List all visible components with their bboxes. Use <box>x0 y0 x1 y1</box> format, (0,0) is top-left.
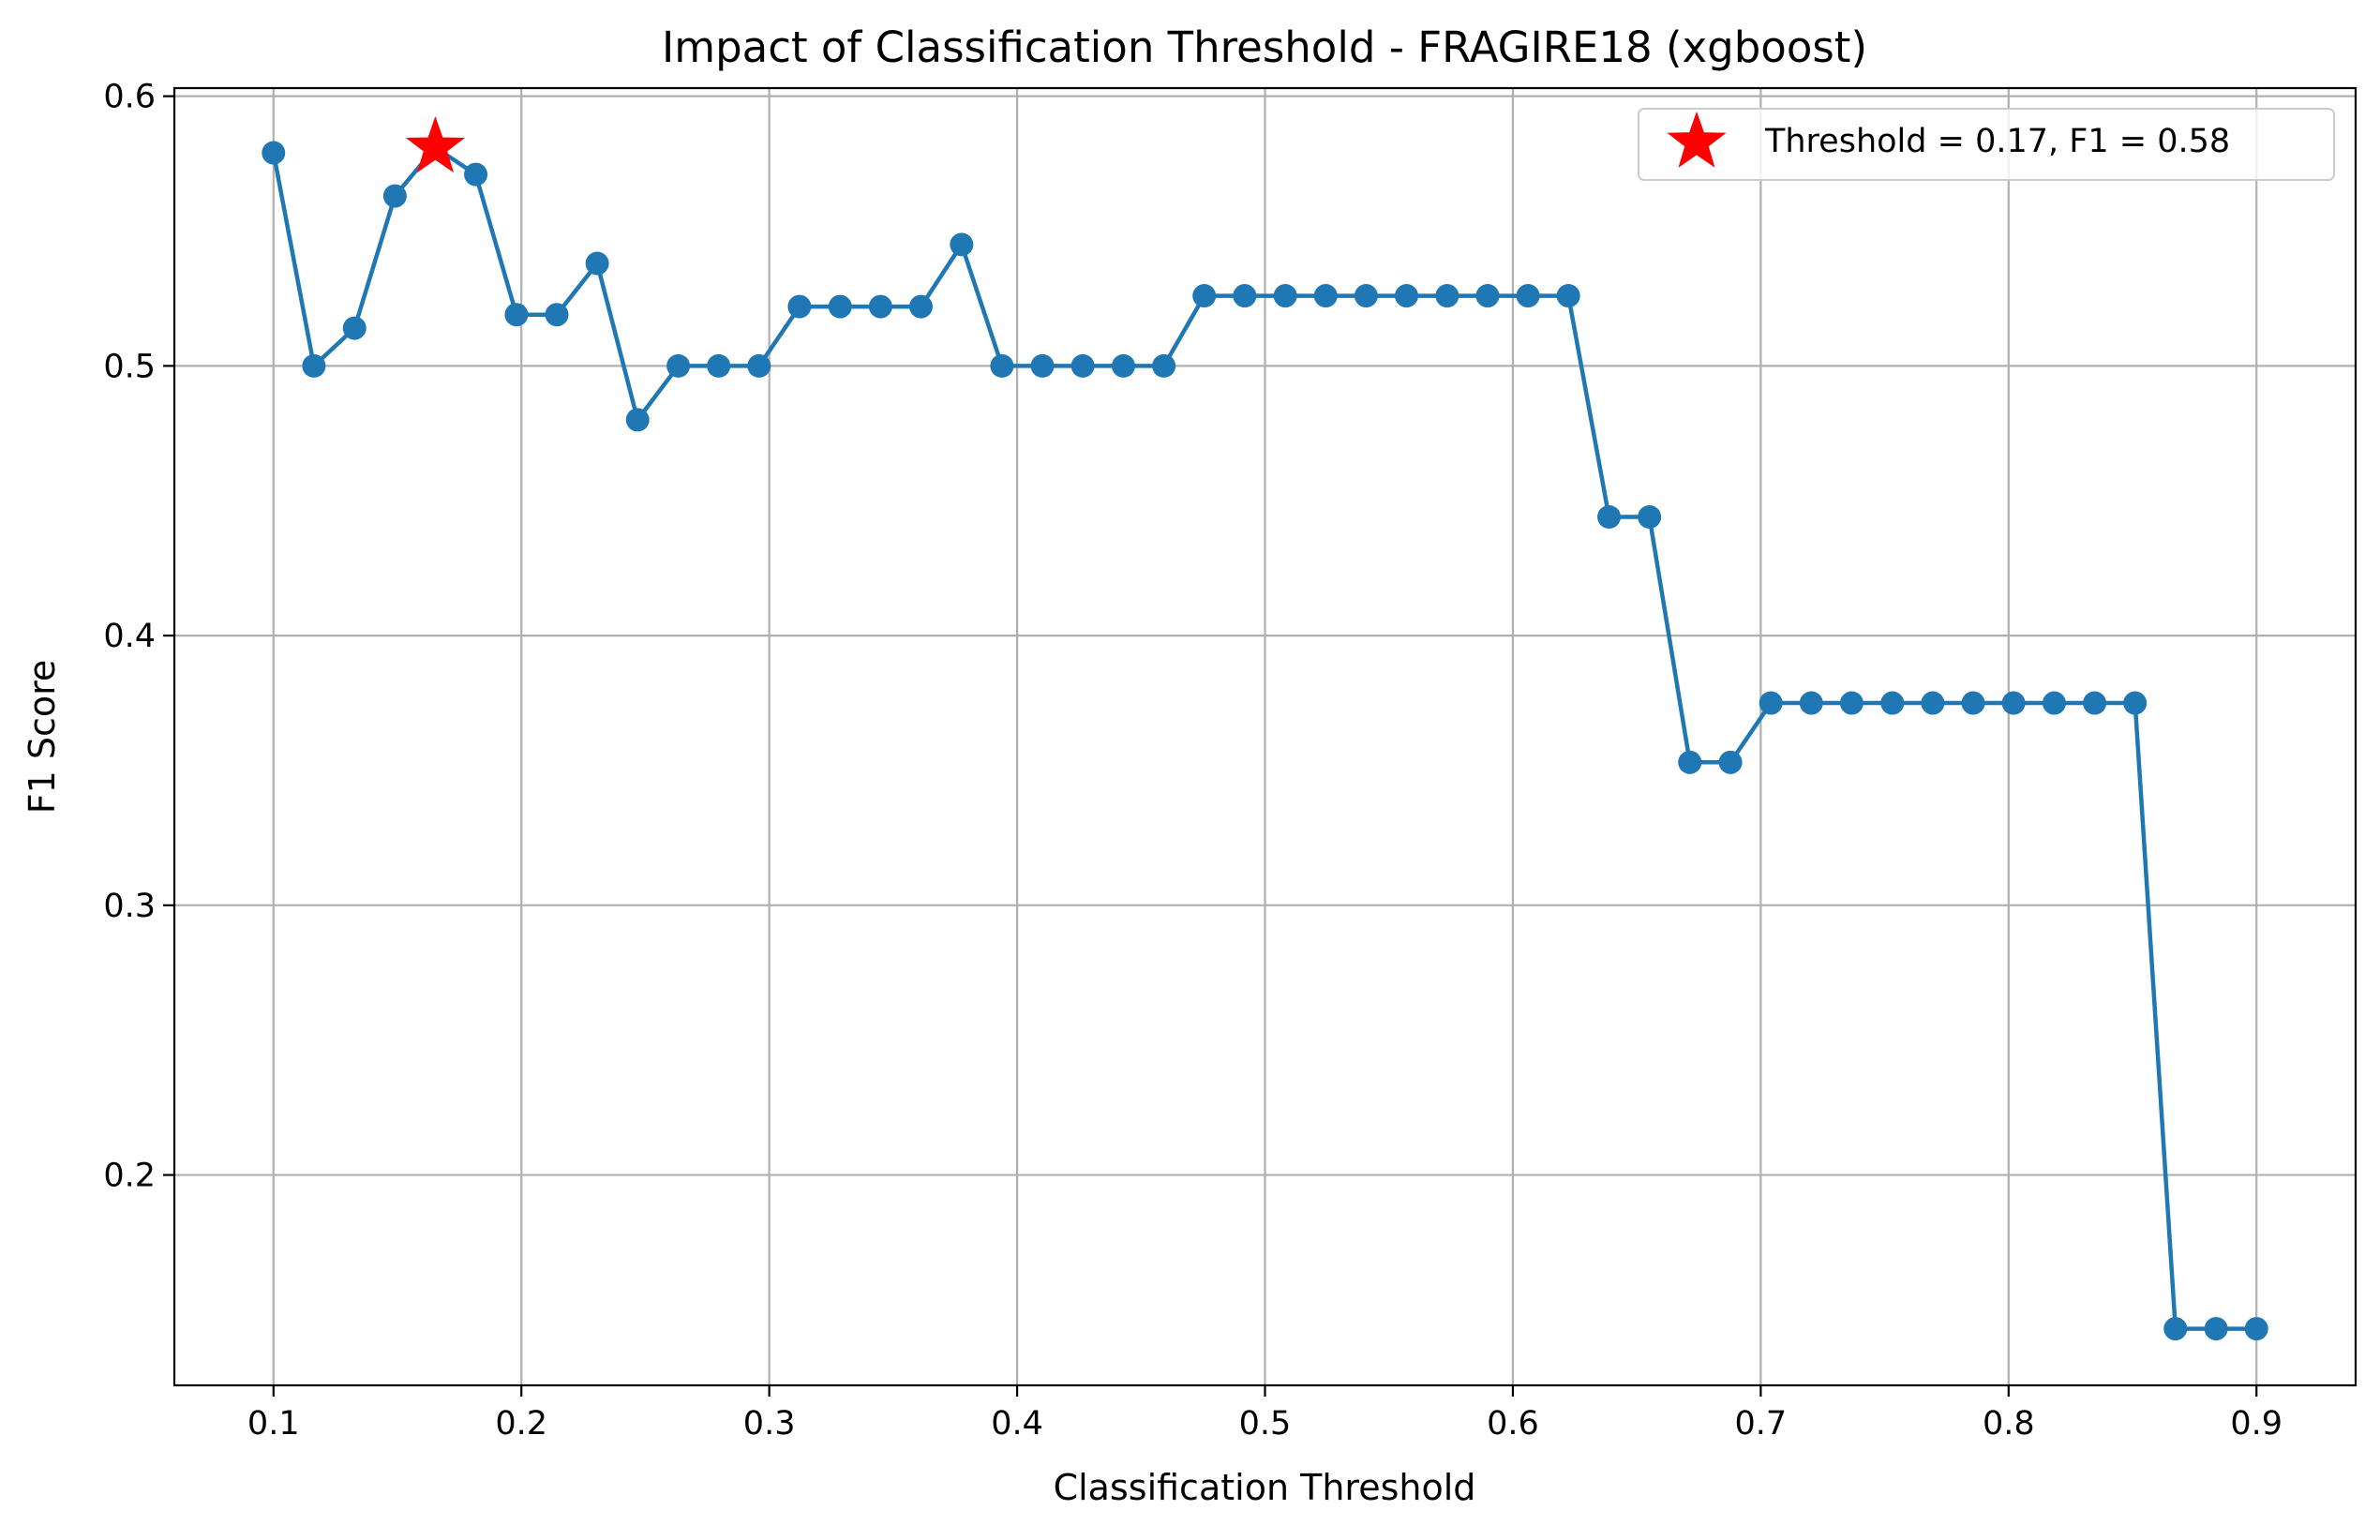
data-point <box>2204 1317 2228 1341</box>
data-point <box>1638 504 1662 529</box>
x-tick-label: 0.8 <box>1983 1405 2035 1443</box>
data-point <box>787 294 812 319</box>
data-point <box>2042 691 2066 715</box>
data-point <box>868 294 892 319</box>
data-point <box>1112 353 1136 378</box>
data-point <box>545 303 569 327</box>
y-tick-label: 0.3 <box>103 888 156 925</box>
legend-label: Threshold = 0.17, F1 = 0.58 <box>1764 123 2230 160</box>
x-axis-title: Classification Threshold <box>1054 1467 1476 1508</box>
data-point <box>1354 284 1378 308</box>
x-tick-label: 0.9 <box>2230 1405 2283 1443</box>
data-point <box>1152 353 1176 378</box>
data-point <box>1839 691 1864 715</box>
data-point <box>1678 750 1702 774</box>
data-point <box>1273 284 1297 308</box>
chart-title: Impact of Classification Threshold - FRA… <box>662 22 1867 72</box>
data-point <box>950 232 974 257</box>
data-point <box>666 353 691 378</box>
data-point <box>707 353 731 378</box>
data-point <box>1516 284 1540 308</box>
legend-box <box>1638 108 2335 181</box>
data-point <box>1880 691 1905 715</box>
data-point <box>262 141 286 165</box>
data-point <box>1435 284 1459 308</box>
x-tick-label: 0.7 <box>1735 1405 1788 1443</box>
data-point <box>342 316 367 340</box>
data-point <box>2123 691 2148 715</box>
data-point <box>1070 353 1095 378</box>
y-tick-label: 0.6 <box>103 79 156 116</box>
data-point <box>1799 691 1823 715</box>
data-point <box>1718 750 1743 774</box>
data-point <box>2083 691 2107 715</box>
y-tick-label: 0.5 <box>103 348 156 385</box>
legend-star-icon <box>1667 111 1727 168</box>
data-point <box>1475 284 1500 308</box>
data-point <box>1921 691 1945 715</box>
x-tick-label: 0.5 <box>1239 1405 1292 1443</box>
grid-lines <box>174 88 2356 1385</box>
x-tick-label: 0.2 <box>495 1405 547 1443</box>
legend: Threshold = 0.17, F1 = 0.58 <box>1638 108 2335 181</box>
x-axis-ticks: 0.1 0.2 0.3 0.4 0.5 0.6 0.7 0.8 0.9 <box>247 1385 2283 1443</box>
data-point <box>464 162 488 187</box>
data-point <box>585 251 609 276</box>
data-point <box>625 408 650 432</box>
data-point <box>2244 1317 2268 1341</box>
plot-frame <box>172 86 2358 1387</box>
x-tick-label: 0.3 <box>743 1405 796 1443</box>
y-axis-title: F1 Score <box>22 660 63 815</box>
data-point <box>1313 284 1338 308</box>
data-point <box>382 184 407 208</box>
y-tick-label: 0.2 <box>103 1158 156 1195</box>
data-point <box>828 294 852 319</box>
x-tick-label: 0.4 <box>991 1405 1043 1443</box>
x-tick-label: 0.1 <box>247 1405 300 1443</box>
data-point <box>504 303 529 327</box>
data-point <box>1961 691 1985 715</box>
series-layer <box>262 135 2268 1341</box>
highlight-layer <box>405 116 466 173</box>
data-point <box>1394 284 1418 308</box>
x-tick-label: 0.6 <box>1487 1405 1539 1443</box>
best-threshold-star <box>405 116 466 173</box>
data-point <box>1233 284 1257 308</box>
data-point <box>747 353 771 378</box>
data-point <box>1759 691 1783 715</box>
data-point <box>990 353 1014 378</box>
data-point <box>1030 353 1055 378</box>
y-axis-ticks: 0.2 0.3 0.4 0.5 0.6 <box>103 79 174 1195</box>
data-point <box>2163 1317 2188 1341</box>
y-tick-label: 0.4 <box>103 618 156 655</box>
data-point <box>1192 284 1217 308</box>
data-point <box>908 294 933 319</box>
data-point <box>302 353 326 378</box>
data-point <box>2001 691 2026 715</box>
data-point <box>1556 284 1580 308</box>
data-point <box>1597 504 1622 529</box>
